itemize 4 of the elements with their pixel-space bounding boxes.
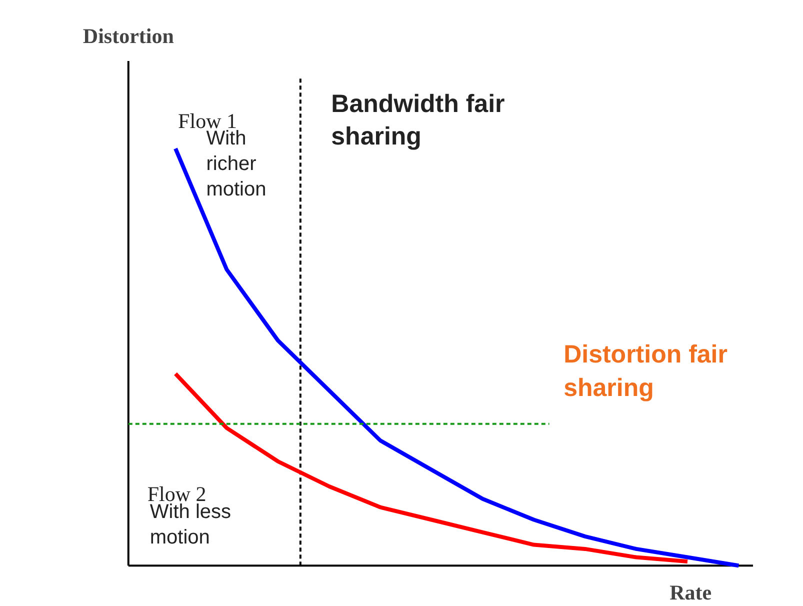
y-axis-title: Distortion: [82, 24, 174, 48]
annotation: Bandwidth fair sharing: [331, 90, 506, 150]
ref-line-label: Distortion fair sharing: [564, 340, 728, 402]
x-axis-title: Rate: [670, 580, 712, 605]
